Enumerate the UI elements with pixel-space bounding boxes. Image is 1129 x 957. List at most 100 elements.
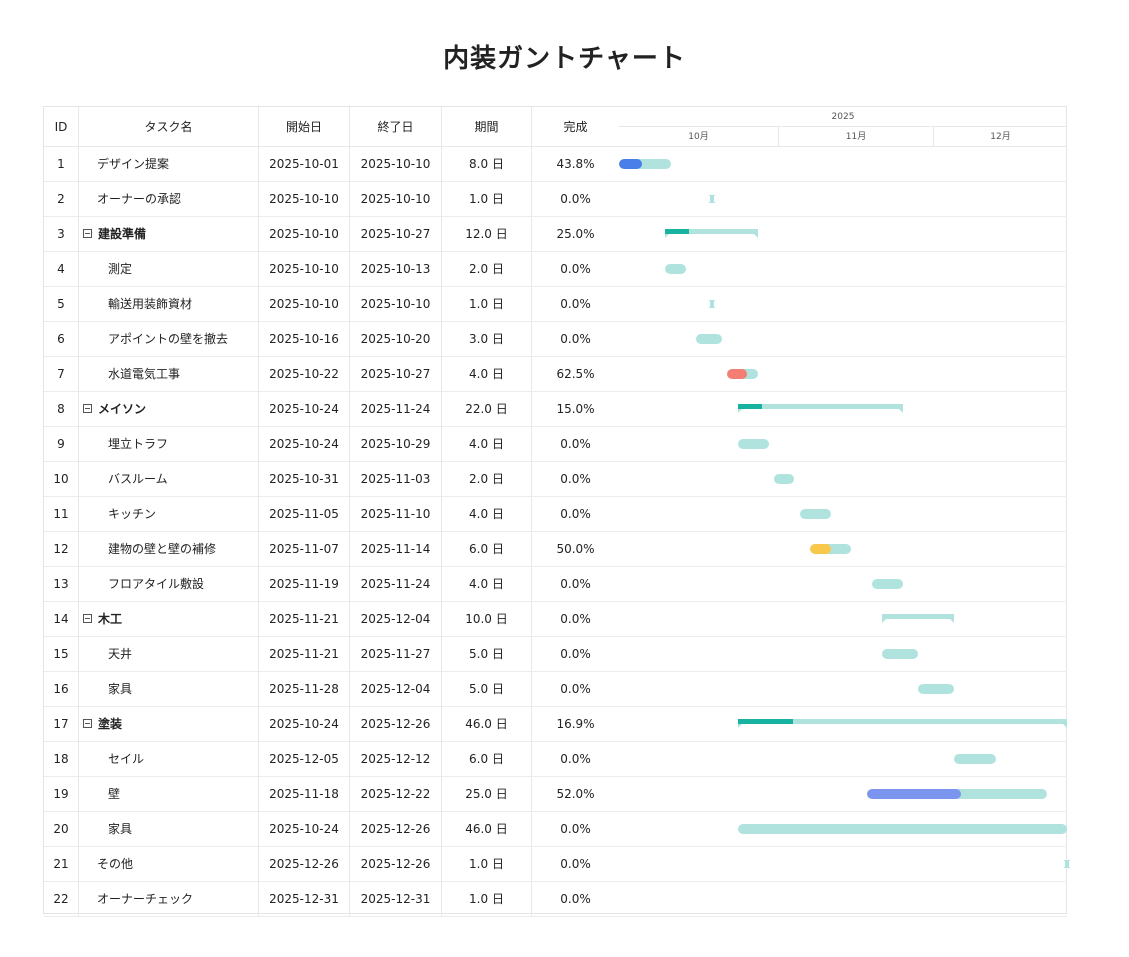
task-progress: 52.0% — [556, 787, 595, 801]
task-duration: 4.0 日 — [442, 357, 532, 392]
task-name-label: メイソン — [98, 402, 147, 416]
task-bar[interactable] — [799, 509, 831, 519]
task-name-label: 木工 — [98, 612, 123, 626]
header-end-date[interactable]: 終了日 — [350, 107, 442, 147]
task-start-date: 2025-12-26 — [259, 847, 350, 882]
task-end-date: 2025-10-10 — [350, 287, 442, 322]
task-duration: 1.0 日 — [442, 882, 532, 917]
collapse-toggle-icon[interactable] — [83, 229, 92, 238]
task-end-date: 2025-11-24 — [350, 392, 442, 427]
collapse-toggle-icon[interactable] — [83, 719, 92, 728]
header-start-date[interactable]: 開始日 — [259, 107, 350, 147]
task-id: 6 — [44, 322, 79, 357]
task-end-date: 2025-12-26 — [350, 707, 442, 742]
task-row[interactable]: 17 塗装 2025-10-24 2025-12-26 46.0 日 16.9% — [44, 707, 619, 742]
task-end-date: 2025-10-27 — [350, 217, 442, 252]
timeline-row — [619, 462, 1067, 497]
task-row[interactable]: 9 埋立トラフ 2025-10-24 2025-10-29 4.0 日 0.0% — [44, 427, 619, 462]
task-name: セイル — [79, 742, 259, 777]
task-row[interactable]: 15 天井 2025-11-21 2025-11-27 5.0 日 0.0% — [44, 637, 619, 672]
task-row[interactable]: 4 測定 2025-10-10 2025-10-13 2.0 日 0.0% — [44, 252, 619, 287]
milestone-marker[interactable] — [1064, 860, 1070, 868]
task-duration: 4.0 日 — [442, 427, 532, 462]
task-progress: 0.0% — [560, 577, 591, 591]
task-row[interactable]: 19 壁 2025-11-18 2025-12-22 25.0 日 52.0% — [44, 777, 619, 812]
task-bar[interactable] — [809, 544, 852, 554]
task-row[interactable]: 5 輸送用装飾資材 2025-10-10 2025-10-10 1.0 日 0.0% — [44, 287, 619, 322]
summary-cap-right — [950, 619, 955, 623]
task-row[interactable]: 11 キッチン 2025-11-05 2025-11-10 4.0 日 0.0% — [44, 497, 619, 532]
task-row[interactable]: 14 木工 2025-11-21 2025-12-04 10.0 日 0.0% — [44, 602, 619, 637]
task-start-date: 2025-10-31 — [259, 462, 350, 497]
timeline-row — [619, 777, 1067, 812]
task-name-label: 水道電気工事 — [108, 367, 181, 381]
task-bar[interactable] — [954, 754, 996, 764]
task-progress: 0.0% — [560, 472, 591, 486]
header-duration[interactable]: 期間 — [442, 107, 532, 147]
task-progress: 0.0% — [560, 612, 591, 626]
task-bar[interactable] — [727, 369, 759, 379]
task-bar[interactable] — [882, 649, 919, 659]
task-progress-fill — [809, 544, 831, 554]
task-duration: 4.0 日 — [442, 497, 532, 532]
header-progress[interactable]: 完成 — [532, 107, 619, 147]
task-bar[interactable] — [871, 579, 903, 589]
task-row[interactable]: 2 オーナーの承認 2025-10-10 2025-10-10 1.0 日 0.0% — [44, 182, 619, 217]
task-name-label: アポイントの壁を撤去 — [108, 332, 229, 346]
task-row[interactable]: 22 オーナーチェック 2025-12-31 2025-12-31 1.0 日 0.0% — [44, 882, 619, 917]
task-name: 家具 — [79, 812, 259, 847]
task-row[interactable]: 7 水道電気工事 2025-10-22 2025-10-27 4.0 日 62.5% — [44, 357, 619, 392]
task-duration: 2.0 日 — [442, 462, 532, 497]
collapse-toggle-icon[interactable] — [83, 614, 92, 623]
summary-bar[interactable] — [665, 229, 759, 238]
task-name-label: 埋立トラフ — [108, 437, 169, 451]
header-task-name[interactable]: タスク名 — [79, 107, 259, 147]
task-progress: 15.0% — [556, 402, 595, 416]
timeline-row — [619, 637, 1067, 672]
task-bar[interactable] — [696, 334, 723, 344]
task-end-date: 2025-10-27 — [350, 357, 442, 392]
task-row[interactable]: 13 フロアタイル敷設 2025-11-19 2025-11-24 4.0 日 0.0% — [44, 567, 619, 602]
summary-bar[interactable] — [737, 404, 903, 413]
task-row[interactable]: 16 家具 2025-11-28 2025-12-04 5.0 日 0.0% — [44, 672, 619, 707]
task-bar[interactable] — [665, 264, 687, 274]
task-name: デザイン提案 — [79, 147, 259, 182]
task-grid: ID タスク名 開始日 終了日 期間 完成 1 デザイン提案 2025-10-01 2… — [44, 107, 619, 917]
task-row[interactable]: 18 セイル 2025-12-05 2025-12-12 6.0 日 0.0% — [44, 742, 619, 777]
summary-cap-right — [1062, 724, 1067, 728]
task-row[interactable]: 3 建設準備 2025-10-10 2025-10-27 12.0 日 25.0% — [44, 217, 619, 252]
summary-bar[interactable] — [737, 719, 1067, 728]
task-name: フロアタイル敷設 — [79, 567, 259, 602]
header-id[interactable]: ID — [44, 107, 79, 147]
task-start-date: 2025-10-10 — [259, 182, 350, 217]
summary-bar[interactable] — [882, 614, 955, 623]
task-row[interactable]: 1 デザイン提案 2025-10-01 2025-10-10 8.0 日 43.8% — [44, 147, 619, 182]
task-row[interactable]: 10 バスルーム 2025-10-31 2025-11-03 2.0 日 0.0% — [44, 462, 619, 497]
task-bar[interactable] — [737, 439, 769, 449]
collapse-toggle-icon[interactable] — [83, 404, 92, 413]
task-progress: 0.0% — [560, 752, 591, 766]
milestone-marker[interactable] — [709, 195, 716, 203]
task-start-date: 2025-10-24 — [259, 427, 350, 462]
task-bar[interactable] — [619, 159, 671, 169]
task-bar[interactable] — [918, 684, 955, 694]
task-row[interactable]: 21 その他 2025-12-26 2025-12-26 1.0 日 0.0% — [44, 847, 619, 882]
milestone-marker[interactable] — [709, 300, 716, 308]
task-start-date: 2025-10-10 — [259, 252, 350, 287]
task-row[interactable]: 20 家具 2025-10-24 2025-12-26 46.0 日 0.0% — [44, 812, 619, 847]
task-duration: 25.0 日 — [442, 777, 532, 812]
timeline-row — [619, 357, 1067, 392]
task-start-date: 2025-10-01 — [259, 147, 350, 182]
task-bar[interactable] — [737, 824, 1067, 834]
timeline-row — [619, 847, 1070, 882]
task-row[interactable]: 6 アポイントの壁を撤去 2025-10-16 2025-10-20 3.0 日 0.0% — [44, 322, 619, 357]
task-row[interactable]: 8 メイソン 2025-10-24 2025-11-24 22.0 日 15.0% — [44, 392, 619, 427]
task-start-date: 2025-11-18 — [259, 777, 350, 812]
task-row[interactable]: 12 建物の壁と壁の補修 2025-11-07 2025-11-14 6.0 日 50.0… — [44, 532, 619, 567]
task-progress-fill — [866, 789, 961, 799]
task-duration: 5.0 日 — [442, 672, 532, 707]
timeline-row — [619, 602, 1067, 637]
task-bar[interactable] — [866, 789, 1048, 799]
task-bar[interactable] — [773, 474, 795, 484]
task-name-label: 天井 — [108, 647, 133, 661]
